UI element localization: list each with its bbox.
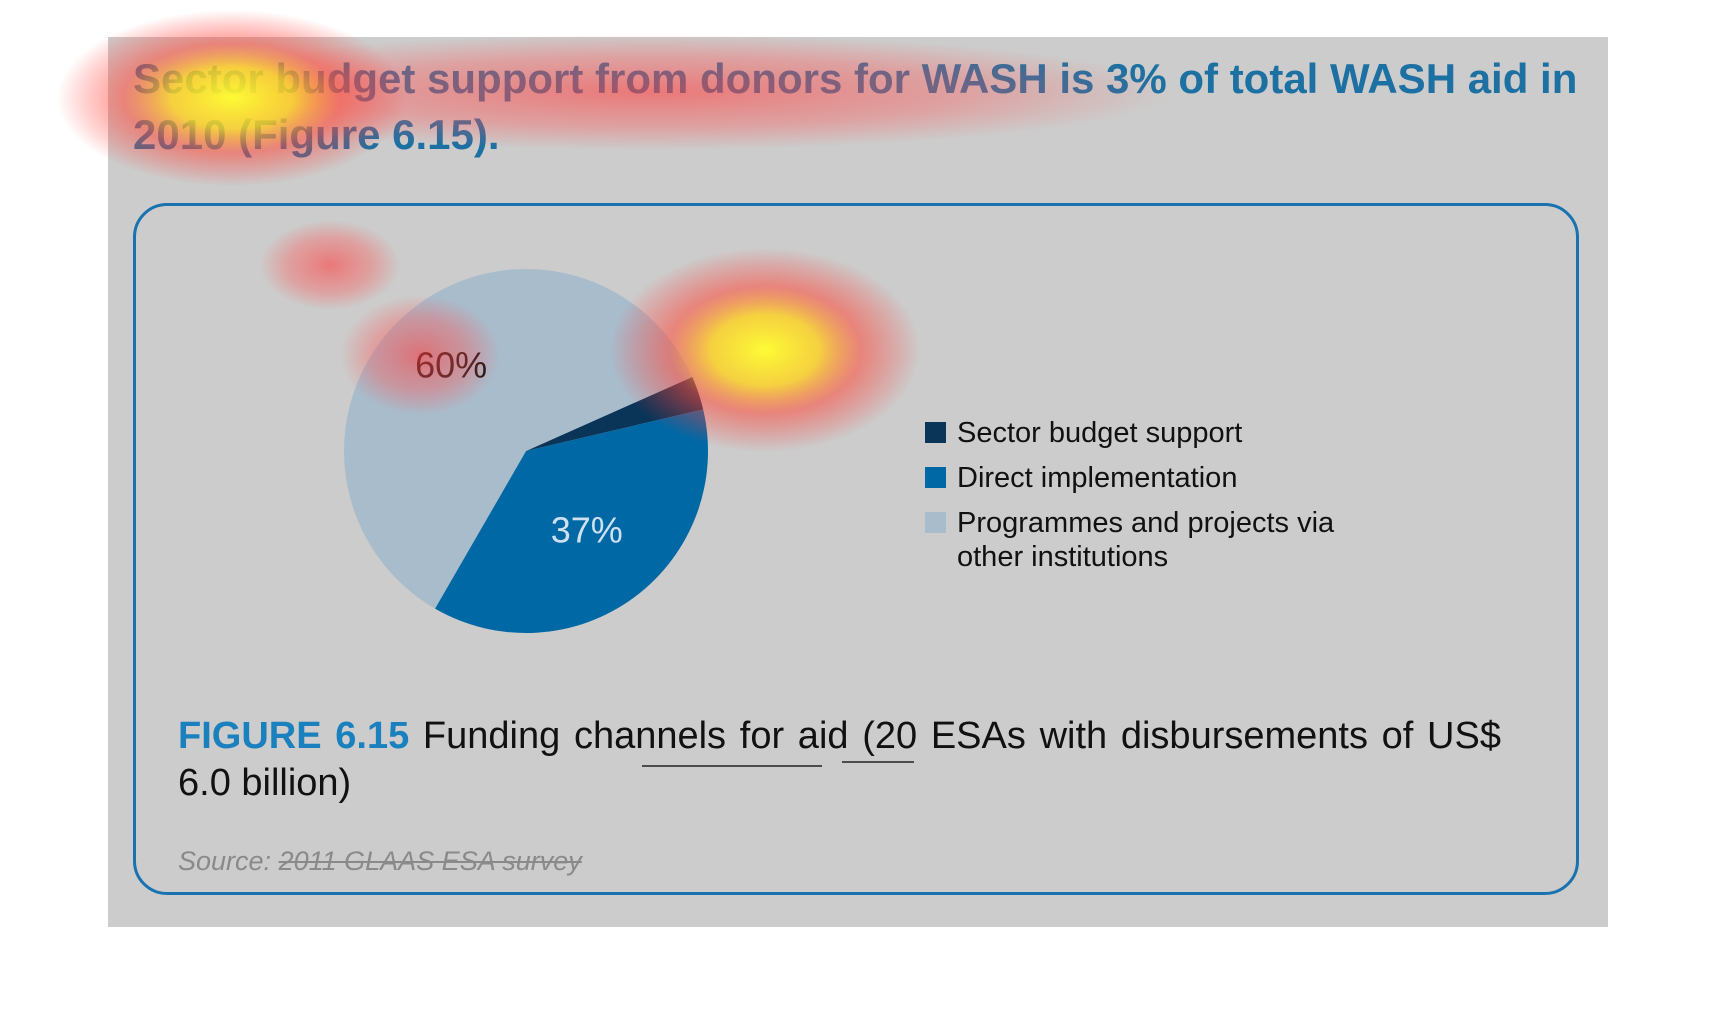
infographic-panel: Sector budget support from donors for WA… bbox=[108, 37, 1608, 927]
source-prefix: Source: bbox=[178, 846, 272, 876]
legend-label: Direct implementation bbox=[957, 462, 1238, 494]
legend-swatch bbox=[925, 467, 946, 488]
legend-item-programmes-and-projects: Programmes and projects via other instit… bbox=[925, 506, 1405, 574]
figure-caption: FIGURE 6.15 Funding channels for aid (20… bbox=[178, 713, 1501, 807]
legend-label: Sector budget support bbox=[957, 417, 1243, 449]
figure-box: 3% 37% 60% Sector budget support Direct imp… bbox=[133, 203, 1579, 895]
legend-item-direct-implementation: Direct implementation bbox=[925, 461, 1405, 495]
legend-swatch bbox=[925, 512, 946, 533]
underline-marks bbox=[642, 761, 914, 767]
figure-label: FIGURE 6.15 bbox=[178, 715, 410, 757]
legend: Sector budget support Direct implementati… bbox=[925, 416, 1405, 585]
figure-caption-text: Funding channels for aid (20 ESAs with d… bbox=[178, 715, 1501, 804]
pie-slice-direct-implementation bbox=[435, 409, 708, 634]
pie-label-direct-implementation: 37% bbox=[551, 509, 623, 550]
legend-swatch bbox=[925, 422, 946, 443]
legend-item-sector-budget-support: Sector budget support bbox=[925, 416, 1405, 450]
headline: Sector budget support from donors for WA… bbox=[133, 55, 1578, 158]
source-note: Source: 2011 GLAAS ESA survey bbox=[178, 846, 582, 877]
source-text: 2011 GLAAS ESA survey bbox=[278, 846, 582, 876]
legend-label: Programmes and projects via other instit… bbox=[957, 507, 1335, 573]
